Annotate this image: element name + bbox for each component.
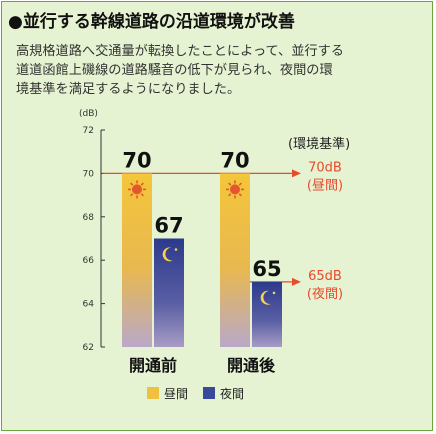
bar (154, 238, 184, 347)
sun-icon (128, 180, 146, 199)
sun-disc (132, 184, 142, 195)
star-dot (272, 291, 276, 295)
y-unit-label: (dB) (79, 109, 98, 119)
legend-label: 夜間 (220, 386, 244, 401)
category-label: 開通後 (227, 356, 276, 375)
panel-heading: ●並行する幹線道路の沿道環境が改善 (8, 12, 295, 32)
panel-description: 高規格道路へ交通量が転換したことによって、並行する 道道函館上磯線の道路騒音の低… (16, 44, 344, 97)
bar (220, 173, 250, 347)
sun-ray (228, 182, 232, 186)
sun-ray (140, 193, 144, 197)
moon-icon (162, 247, 178, 262)
bar (252, 281, 282, 347)
standard-period-label: (昼間) (307, 178, 343, 193)
sun-ray (228, 193, 232, 197)
y-tick-label: 68 (83, 213, 95, 223)
y-tick-label: 72 (83, 126, 94, 136)
legend-label: 昼間 (164, 387, 188, 401)
y-tick-label: 62 (83, 343, 94, 353)
star-dot (174, 248, 178, 251)
bar-value-label: 70 (122, 148, 151, 172)
standard-arrow (292, 277, 301, 286)
standard-arrow (292, 169, 301, 178)
standards-title: (環境基準) (288, 136, 350, 152)
sun-ray (238, 182, 242, 186)
sun-ray (130, 193, 134, 197)
standard-value-label: 65dB (308, 269, 342, 284)
sun-ray (130, 182, 134, 186)
sun-disc (230, 184, 240, 195)
standard-value-label: 70dB (308, 160, 342, 175)
category-label: 開通前 (129, 356, 177, 375)
sun-ray (140, 182, 144, 186)
legend-swatch (203, 387, 215, 399)
moon-icon (260, 290, 276, 305)
bar-value-label: 67 (154, 214, 183, 238)
y-tick-label: 70 (83, 169, 95, 179)
bar-value-label: 65 (252, 257, 281, 281)
legend-swatch (147, 387, 159, 399)
y-tick-label: 64 (83, 300, 95, 310)
y-tick-label: 66 (83, 256, 95, 266)
sun-icon (226, 180, 244, 199)
moon-crescent (162, 247, 173, 262)
moon-crescent (260, 290, 271, 305)
standard-period-label: (夜間) (307, 287, 343, 302)
bar-value-label: 70 (220, 148, 249, 172)
sun-ray (238, 193, 242, 197)
bar (122, 173, 152, 347)
